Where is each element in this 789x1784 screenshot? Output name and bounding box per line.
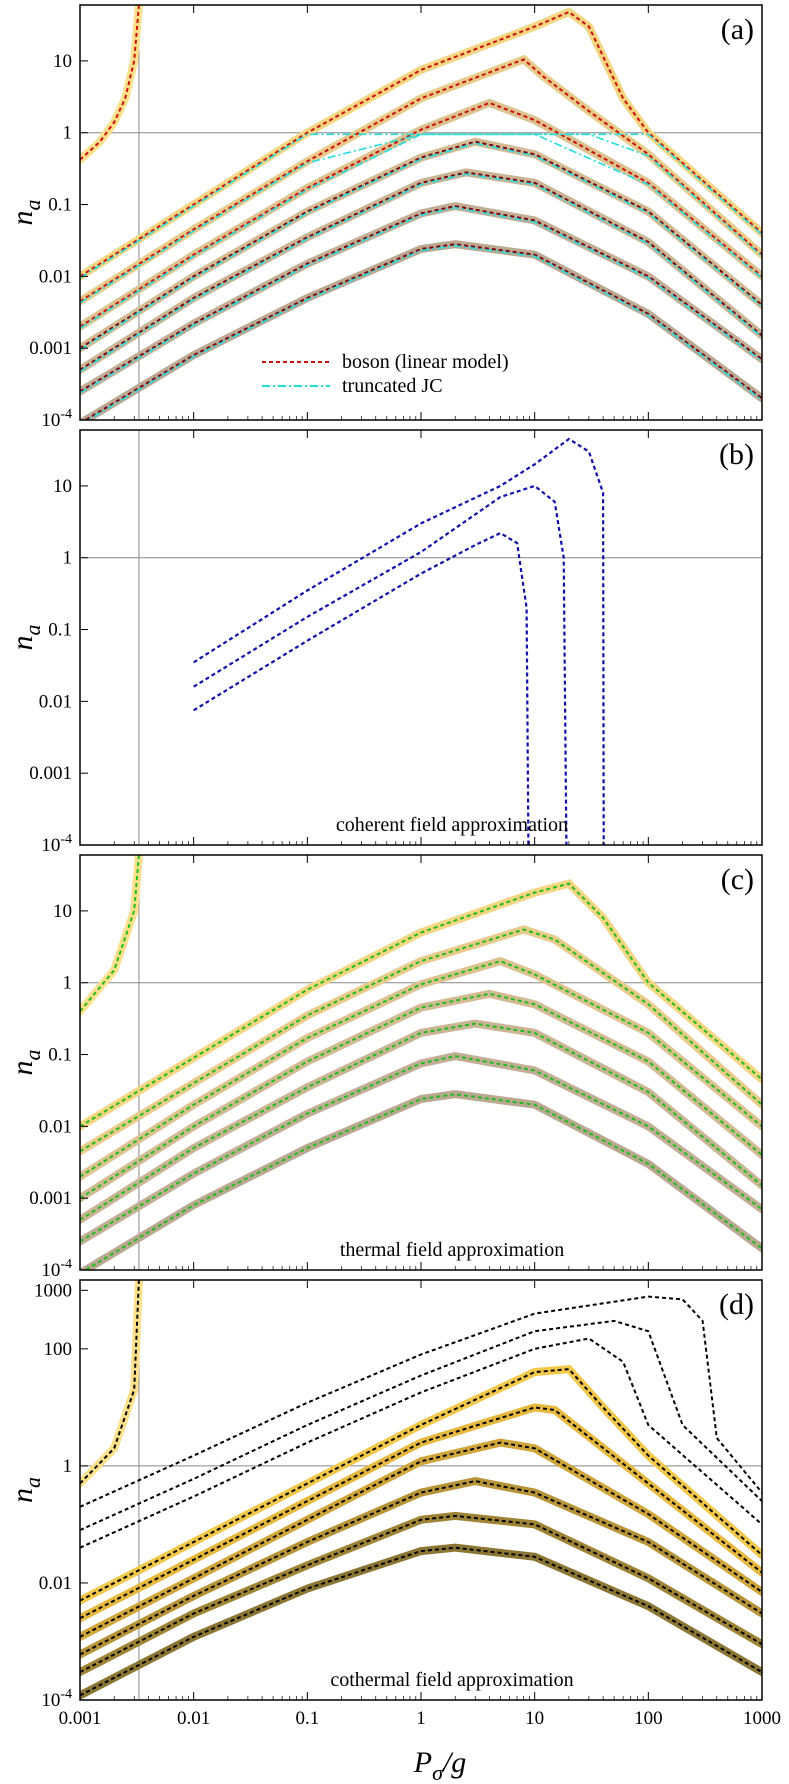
y-tick-label: 0.1 xyxy=(48,620,72,641)
y-tick-label: 10-4 xyxy=(41,1257,72,1281)
y-tick-label: 1 xyxy=(63,123,73,144)
series-band-4 xyxy=(80,137,762,353)
jc-line-2 xyxy=(80,133,762,329)
series-line-7 xyxy=(80,1480,762,1656)
panel-label: (d) xyxy=(719,1288,754,1321)
y-tick-label: 10-4 xyxy=(41,407,72,431)
series-line-4 xyxy=(80,140,762,350)
series-band-8 xyxy=(80,1511,762,1677)
series-line-6 xyxy=(80,1441,762,1638)
series-band-5 xyxy=(80,1019,762,1224)
series-line-1 xyxy=(80,882,762,1128)
panel-a: 10-4 0.001 0.01 0.1 1 10 (a) na boson (linear mo… xyxy=(6,4,763,431)
x-axis-title: Pσ/g xyxy=(413,1746,467,1784)
panel-c: 10-4 0.001 0.01 0.1 1 10 (c) na thermal field ap… xyxy=(6,854,763,1281)
series-line-4 xyxy=(80,1368,762,1602)
panel-annotation: thermal field approximation xyxy=(340,1239,564,1261)
series-line-5 xyxy=(80,171,762,371)
series-line-7 xyxy=(83,243,762,420)
y-tick-label: 0.001 xyxy=(29,1188,72,1209)
y-axis-title: na xyxy=(6,1477,45,1503)
series-line-0 xyxy=(193,437,605,845)
x-tick-label: 0.001 xyxy=(59,1708,102,1729)
series-line-3 xyxy=(80,1337,762,1549)
series-line-2 xyxy=(193,531,530,845)
series-line-1 xyxy=(80,1295,762,1508)
legend-label: boson (linear model) xyxy=(342,351,509,373)
panel-annotation: coherent field approximation xyxy=(336,814,568,836)
y-tick-label: 100 xyxy=(44,1339,73,1360)
y-tick-label: 1 xyxy=(63,973,73,994)
legend-label: truncated JC xyxy=(342,375,443,397)
series-line-8 xyxy=(80,1514,762,1673)
y-tick-label: 0.1 xyxy=(48,1045,72,1066)
series-line-7 xyxy=(83,1093,762,1270)
series-line-5 xyxy=(80,1406,762,1620)
plot-area xyxy=(80,855,762,1270)
y-axis-title: na xyxy=(6,1050,45,1076)
y-tick-label: 10 xyxy=(53,901,72,922)
plot-area xyxy=(80,1280,762,1700)
series-band-0 xyxy=(80,855,143,1016)
series-line-0 xyxy=(80,5,140,161)
panel-annotation: cothermal field approximation xyxy=(330,1669,573,1691)
series-line-5 xyxy=(80,1022,762,1221)
panel-label: (b) xyxy=(719,438,754,471)
y-tick-label: 0.01 xyxy=(39,1573,72,1594)
series-line-2 xyxy=(80,928,762,1153)
panel-b: 10-4 0.001 0.01 0.1 1 10 (b) na coherent field a… xyxy=(6,429,763,856)
series-band-6 xyxy=(80,1438,762,1641)
y-tick-label: 1 xyxy=(63,1456,73,1477)
y-tick-label: 0.01 xyxy=(39,1116,72,1137)
series-line-6 xyxy=(80,205,762,393)
series-line-3 xyxy=(80,960,762,1178)
panel-label: (c) xyxy=(721,863,754,896)
series-line-3 xyxy=(80,101,762,328)
series-line-0 xyxy=(80,855,140,1012)
y-tick-label: 0.001 xyxy=(29,338,72,359)
jc-line-4 xyxy=(80,173,762,373)
jc-line-5 xyxy=(80,206,762,394)
series-line-9 xyxy=(80,1546,762,1697)
x-tick-label: 1 xyxy=(416,1708,426,1729)
panel-frame xyxy=(79,429,763,846)
jc-line-1 xyxy=(80,133,762,304)
y-tick-label: 10-4 xyxy=(41,832,72,856)
x-tick-label: 100 xyxy=(634,1708,663,1729)
x-tick-label: 10 xyxy=(525,1708,544,1729)
series-line-1 xyxy=(80,10,762,278)
y-tick-label: 1000 xyxy=(34,1280,72,1301)
panel-label: (a) xyxy=(721,13,754,46)
y-tick-label: 0.01 xyxy=(39,691,72,712)
x-tick-label: 0.01 xyxy=(177,1708,210,1729)
jc-line-3 xyxy=(80,142,762,351)
y-tick-label: 10 xyxy=(53,51,72,72)
y-tick-label: 10 xyxy=(53,476,72,497)
series-line-1 xyxy=(193,484,568,845)
jc-line-6 xyxy=(86,244,762,420)
y-axis-title: na xyxy=(6,625,45,651)
plot-area xyxy=(80,5,762,420)
y-axis-title: na xyxy=(6,200,45,226)
y-tick-label: 0.1 xyxy=(48,195,72,216)
x-tick-label: 0.1 xyxy=(295,1708,319,1729)
series-line-0 xyxy=(80,1280,140,1485)
series-line-2 xyxy=(80,58,762,303)
x-tick-label: 1000 xyxy=(743,1708,781,1729)
plot-area xyxy=(80,430,762,845)
y-tick-label: 1 xyxy=(63,548,73,569)
y-tick-label: 0.01 xyxy=(39,266,72,287)
y-tick-label: 0.001 xyxy=(29,763,72,784)
series-line-4 xyxy=(80,992,762,1200)
series-line-6 xyxy=(80,1055,762,1243)
series-band-5 xyxy=(80,168,762,374)
